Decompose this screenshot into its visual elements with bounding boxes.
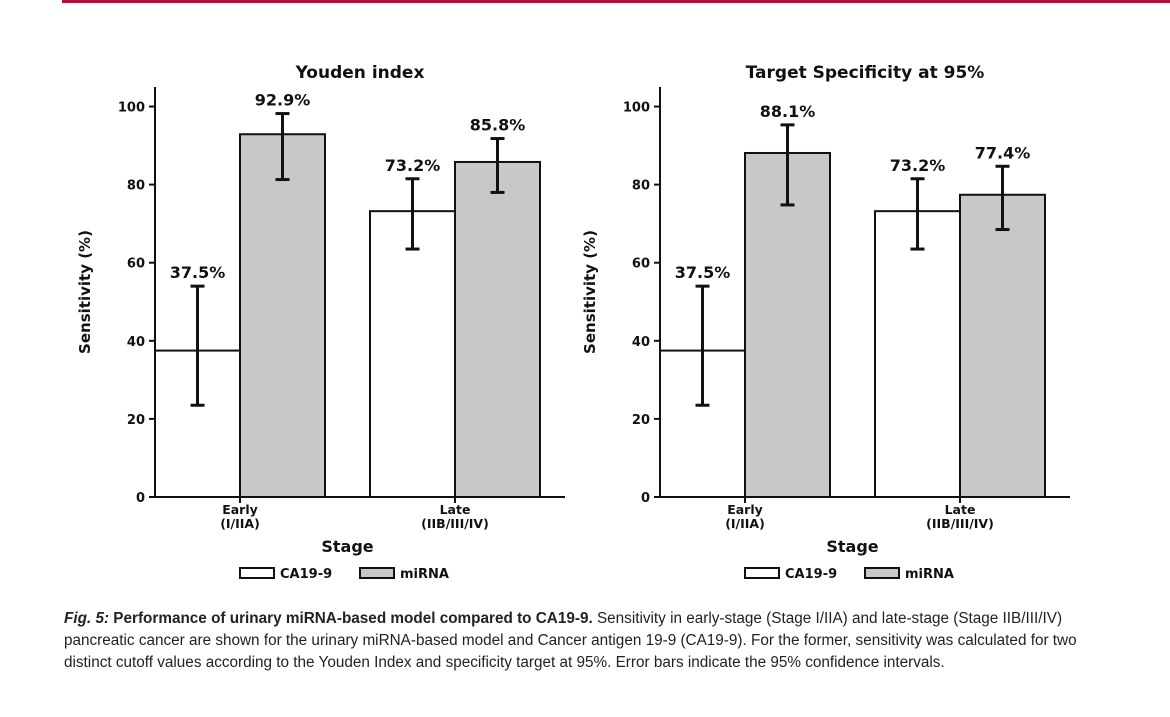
y-tick-label: 100 <box>623 101 650 116</box>
y-tick-label: 40 <box>127 335 145 350</box>
y-tick-label: 0 <box>641 491 650 506</box>
legend-label: miRNA <box>400 567 449 582</box>
top-accent-rule <box>62 0 1170 3</box>
bar-mirna <box>454 160 541 498</box>
bar-ca19-9 <box>369 210 456 499</box>
chart-target-specificity: Target Specificity at 95% 0 20 40 60 80 100 Sen… <box>581 63 1070 582</box>
legend-label: CA19-9 <box>785 567 837 582</box>
data-label: 88.1% <box>760 102 816 121</box>
caption-title: Performance of urinary miRNA-based model… <box>113 610 593 627</box>
y-tick-label: 60 <box>632 257 650 272</box>
caption-body: Sensitivity in early-stage (Stage I/IIA)… <box>64 610 1077 671</box>
legend-label: CA19-9 <box>280 567 332 582</box>
chart-panel-youden: Youden index 0 20 40 60 80 100 Sensitivity (%) E… <box>50 50 570 600</box>
bar-mirna <box>959 193 1046 498</box>
y-tick-label: 20 <box>632 413 650 428</box>
x-tick-label: (IIB/III/IV) <box>926 516 994 531</box>
y-axis-label: Sensitivity (%) <box>581 230 599 354</box>
legend-swatch <box>864 567 900 579</box>
data-label: 73.2% <box>890 156 946 175</box>
x-tick-label: Late <box>945 502 976 517</box>
y-tick-label: 80 <box>127 179 145 194</box>
y-tick-label: 80 <box>632 179 650 194</box>
chart-youden-index: Youden index 0 20 40 60 80 100 Sensitivity (%) E… <box>76 63 565 582</box>
data-label: 92.9% <box>255 91 311 110</box>
chart-title: Youden index <box>295 63 425 83</box>
y-tick-label: 0 <box>136 491 145 506</box>
legend-swatch <box>239 567 275 579</box>
chart-panel-target-specificity: Target Specificity at 95% 0 20 40 60 80 100 Sen… <box>555 50 1075 600</box>
x-axis-label: Stage <box>321 537 373 556</box>
bar-mirna <box>239 133 326 498</box>
figure-caption: Fig. 5: Performance of urinary miRNA-bas… <box>64 608 1124 674</box>
x-tick-label: (I/IIA) <box>725 516 765 531</box>
y-tick-label: 20 <box>127 413 145 428</box>
data-label: 73.2% <box>385 156 441 175</box>
y-tick-label: 60 <box>127 257 145 272</box>
x-tick-label: (I/IIA) <box>220 516 260 531</box>
chart-title: Target Specificity at 95% <box>746 63 985 83</box>
x-tick-label: Early <box>222 502 258 517</box>
y-tick-label: 40 <box>632 335 650 350</box>
caption-fig-label: Fig. 5: <box>64 610 110 627</box>
x-tick-label: Early <box>727 502 763 517</box>
bar-mirna <box>744 151 831 498</box>
data-label: 37.5% <box>170 263 226 282</box>
data-label: 37.5% <box>675 263 731 282</box>
x-tick-label: (IIB/III/IV) <box>421 516 489 531</box>
legend-label: miRNA <box>905 567 954 582</box>
bar-ca19-9 <box>874 210 961 499</box>
legend-swatch <box>744 567 780 579</box>
legend-swatch <box>359 567 395 579</box>
data-label: 85.8% <box>470 116 526 135</box>
y-axis-label: Sensitivity (%) <box>76 230 94 354</box>
x-axis-label: Stage <box>826 537 878 556</box>
y-tick-label: 100 <box>118 101 145 116</box>
x-tick-label: Late <box>440 502 471 517</box>
data-label: 77.4% <box>975 143 1031 162</box>
